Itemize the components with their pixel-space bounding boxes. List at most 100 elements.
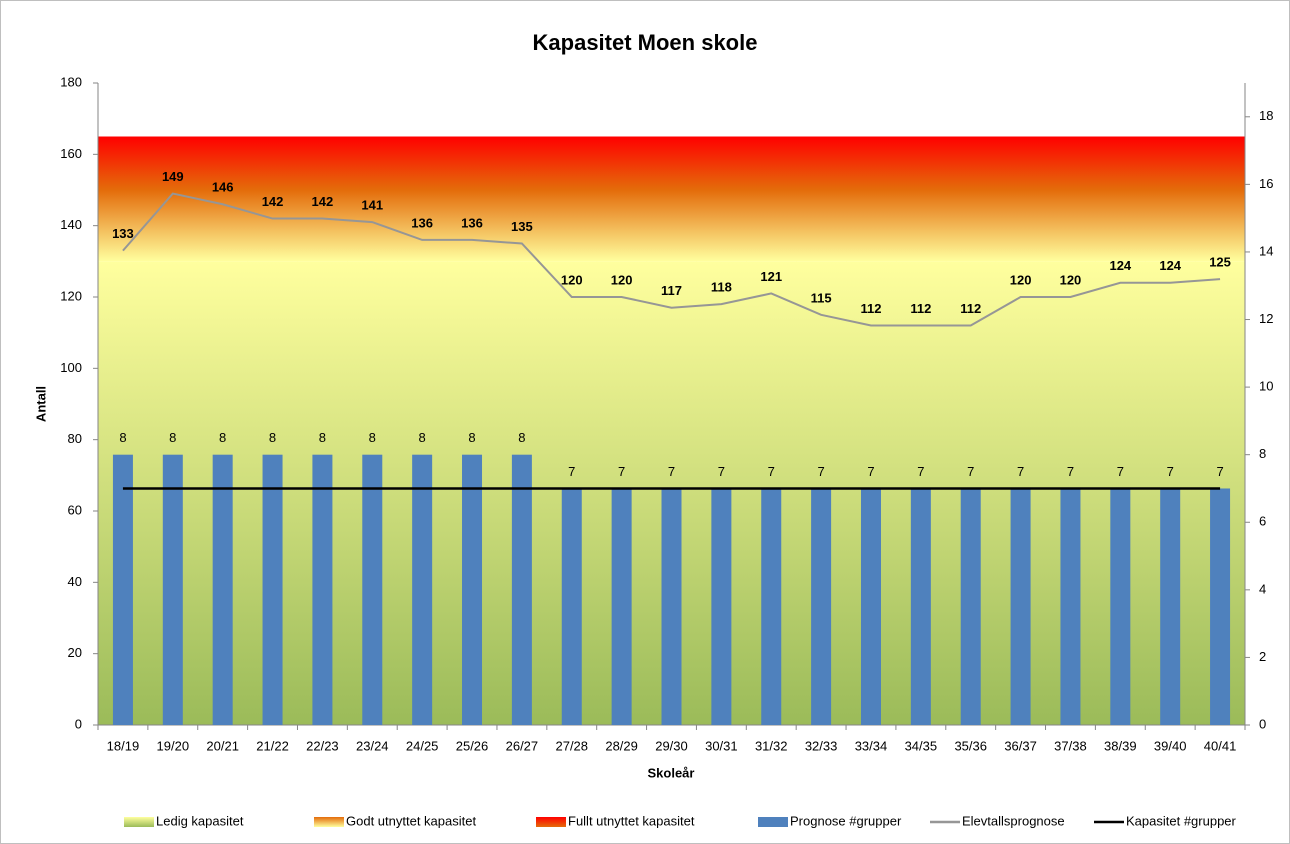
area-segment — [945, 190, 997, 262]
bar-label: 8 — [369, 430, 376, 445]
area-segment — [546, 190, 598, 262]
line-label: 125 — [1209, 255, 1231, 270]
line-label: 120 — [1060, 272, 1082, 287]
area-segment — [1145, 136, 1196, 190]
y2-tick-label: 6 — [1259, 514, 1266, 529]
bar — [811, 488, 832, 725]
legend-label: Kapasitet #grupper — [1126, 813, 1237, 828]
line-label: 124 — [1159, 258, 1181, 273]
bar-label: 7 — [1117, 464, 1124, 479]
bar — [1010, 488, 1031, 725]
line-label: 117 — [661, 283, 682, 298]
area-segment — [846, 190, 897, 262]
y-axis-label: Antall — [33, 386, 48, 422]
y-tick-label: 20 — [68, 645, 82, 660]
bar-label: 8 — [419, 430, 426, 445]
line-label: 124 — [1109, 258, 1131, 273]
area-segment — [995, 190, 1047, 262]
bar-label: 7 — [1017, 464, 1024, 479]
line-label: 112 — [910, 301, 931, 316]
x-tick-label: 40/41 — [1204, 738, 1237, 753]
x-tick-label: 21/22 — [256, 738, 289, 753]
bar — [1060, 488, 1081, 725]
y2-tick-label: 14 — [1259, 243, 1273, 258]
x-tick-label: 20/21 — [206, 738, 239, 753]
legend-label: Prognose #grupper — [790, 813, 902, 828]
area-segment — [397, 136, 448, 190]
x-axis-label: Skoleår — [648, 765, 695, 780]
x-tick-label: 29/30 — [655, 738, 688, 753]
x-tick-label: 24/25 — [406, 738, 439, 753]
area-segment — [347, 190, 398, 262]
area-segment — [247, 190, 298, 262]
legend-label: Ledig kapasitet — [156, 813, 244, 828]
line-label: 142 — [312, 194, 334, 209]
y2-tick-label: 16 — [1259, 176, 1273, 191]
area-segment — [1195, 190, 1246, 262]
area-segment — [646, 136, 697, 190]
bar-label: 7 — [768, 464, 775, 479]
x-tick-label: 23/24 — [356, 738, 389, 753]
bar-label: 8 — [219, 430, 226, 445]
area-segment — [746, 190, 797, 262]
bar-label: 7 — [867, 464, 874, 479]
bar — [462, 454, 483, 725]
bar — [362, 454, 383, 725]
bar — [561, 488, 582, 725]
line-label: 120 — [561, 272, 583, 287]
bar-label: 7 — [1067, 464, 1074, 479]
legend-swatch — [314, 817, 344, 827]
bar-label: 7 — [1216, 464, 1223, 479]
area-segment — [1145, 190, 1196, 262]
line-label: 115 — [811, 290, 832, 305]
area-segment — [1045, 190, 1096, 262]
area-segment — [297, 190, 348, 262]
area-segment — [147, 190, 199, 262]
bar — [960, 488, 981, 725]
line-label: 149 — [162, 169, 184, 184]
y-tick-label: 120 — [60, 288, 82, 303]
bar — [212, 454, 233, 725]
y2-tick-label: 4 — [1259, 581, 1266, 596]
y2-tick-label: 10 — [1259, 379, 1273, 394]
area-segment — [397, 190, 448, 262]
x-tick-label: 18/19 — [107, 738, 140, 753]
area-segment — [447, 190, 498, 262]
area-segment — [147, 136, 199, 190]
legend-label: Godt utnyttet kapasitet — [346, 813, 476, 828]
bar — [661, 488, 682, 725]
x-tick-label: 25/26 — [456, 738, 489, 753]
line-label: 112 — [860, 301, 881, 316]
x-tick-label: 31/32 — [755, 738, 788, 753]
line-label: 120 — [1010, 272, 1032, 287]
y2-tick-label: 12 — [1259, 311, 1273, 326]
x-tick-label: 26/27 — [506, 738, 539, 753]
bar-label: 7 — [967, 464, 974, 479]
area-segment — [895, 190, 947, 262]
y-tick-label: 160 — [60, 146, 82, 161]
bar-label: 7 — [1167, 464, 1174, 479]
line-label: 146 — [212, 180, 234, 195]
line-label: 142 — [262, 194, 284, 209]
legend-swatch — [124, 817, 154, 827]
y-tick-label: 80 — [68, 431, 82, 446]
y-tick-label: 180 — [60, 74, 82, 89]
area-segment — [447, 136, 498, 190]
line-label: 135 — [511, 219, 533, 234]
bar — [412, 454, 433, 725]
bar — [1160, 488, 1181, 725]
bar — [312, 454, 333, 725]
line-label: 121 — [760, 269, 782, 284]
area-segment — [596, 190, 648, 262]
x-tick-label: 35/36 — [954, 738, 987, 753]
area-segment — [696, 190, 747, 262]
line-label: 118 — [711, 280, 732, 295]
legend-swatch — [758, 817, 788, 827]
area-segment — [846, 136, 897, 190]
line-label: 120 — [611, 272, 633, 287]
bar-label: 7 — [817, 464, 824, 479]
legend-label: Elevtallsprognose — [962, 813, 1065, 828]
line-label: 133 — [112, 226, 134, 241]
area-segment — [197, 190, 249, 262]
